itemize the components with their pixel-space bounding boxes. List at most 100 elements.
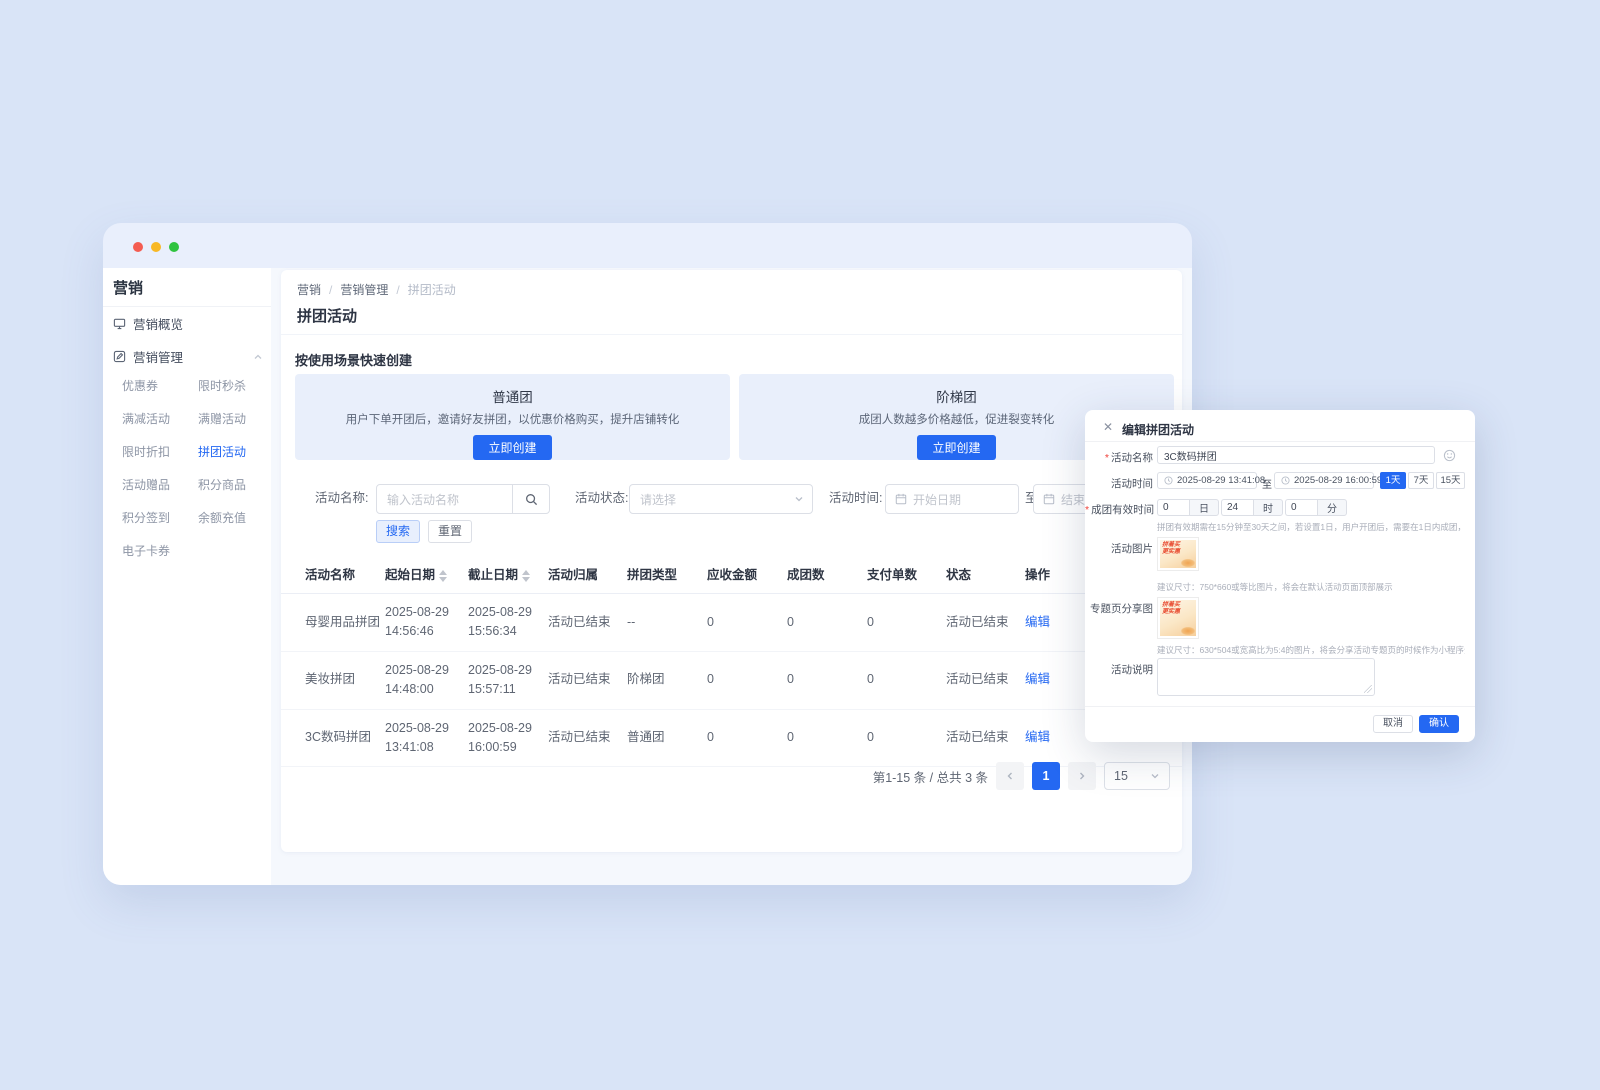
sidebar-item-coupon[interactable]: 优惠券	[122, 379, 159, 393]
next-page-button[interactable]	[1068, 762, 1096, 790]
close-icon[interactable]: ✕	[1103, 420, 1114, 434]
quick-day-1-button[interactable]: 1天	[1380, 472, 1406, 489]
col-status: 状态	[946, 554, 1025, 594]
page-title: 拼团活动	[297, 308, 358, 325]
col-amount: 应收金额	[707, 554, 787, 594]
quick-day-15-button[interactable]: 15天	[1436, 472, 1465, 489]
edit-link[interactable]: 编辑	[1025, 614, 1051, 629]
valid-days-input[interactable]	[1157, 499, 1189, 516]
promo-image: 拼着买 更实惠	[1160, 600, 1196, 636]
modal-title: 编辑拼团活动	[1122, 423, 1195, 437]
activity-image-hint: 建议尺寸：750*660或等比图片，将会在默认活动页面顶部展示	[1157, 582, 1393, 592]
card-title: 阶梯团	[936, 390, 977, 405]
edit-group-buy-modal: ✕ 编辑拼团活动 *活动名称 活动时间 2025-08-29 13:41:08 …	[1085, 410, 1475, 742]
cell-name: 3C数码拼团	[281, 709, 385, 768]
sidebar-item-points-goods[interactable]: 积分商品	[198, 478, 247, 492]
activity-name-field[interactable]	[1157, 446, 1435, 464]
window-minimize-button[interactable]	[151, 242, 161, 252]
cell-groups: 0	[787, 651, 867, 710]
pagination: 第1-15 条 / 总共 3 条 1 15	[873, 762, 1170, 790]
sort-icon[interactable]	[522, 569, 531, 582]
content-area: 营销 / 营销管理 / 拼团活动 拼团活动 按使用场景快速创建 普通团 用户下单…	[271, 268, 1192, 885]
chevron-up-icon[interactable]	[253, 352, 263, 362]
cell-start: 2025-08-29 14:48:00	[385, 651, 468, 710]
cell-start: 2025-08-29 14:56:46	[385, 593, 468, 652]
edit-link[interactable]: 编辑	[1025, 672, 1051, 687]
sidebar-submenu: 优惠券 限时秒杀 满减活动 满赠活动 限时折扣 拼团活动 活动赠品 积分商品 积…	[122, 370, 274, 568]
sidebar-item-group-buy[interactable]: 拼团活动	[198, 445, 247, 459]
share-image-thumbnail[interactable]: 拼着买 更实惠	[1157, 597, 1199, 639]
sidebar-item-points-checkin[interactable]: 积分签到	[122, 511, 171, 525]
divider	[103, 306, 271, 307]
window-close-button[interactable]	[133, 242, 143, 252]
breadcrumb-item[interactable]: 营销管理	[340, 283, 389, 297]
table-row: 3C数码拼团 2025-08-29 13:41:08 2025-08-29 16:0…	[281, 709, 1182, 768]
sidebar-item-activity-gifts[interactable]: 活动赠品	[122, 478, 171, 492]
sidebar-item-gift-activity[interactable]: 满赠活动	[198, 412, 247, 426]
end-datetime-input[interactable]: 2025-08-29 16:00:59	[1274, 472, 1382, 489]
cell-orders: 0	[867, 651, 946, 710]
quick-day-7-button[interactable]: 7天	[1408, 472, 1434, 489]
monitor-icon	[113, 318, 126, 330]
chevron-down-icon	[1151, 774, 1159, 779]
sidebar-title: 营销	[113, 280, 144, 297]
col-end-date[interactable]: 截止日期	[468, 554, 548, 594]
calendar-icon	[895, 493, 907, 505]
col-groups: 成团数	[787, 554, 867, 594]
page-size-select[interactable]: 15	[1104, 762, 1170, 790]
sidebar-item-time-discount[interactable]: 限时折扣	[122, 445, 171, 459]
sort-icon[interactable]	[439, 569, 448, 582]
cell-orders: 0	[867, 709, 946, 768]
cancel-button[interactable]: 取消	[1373, 715, 1413, 733]
col-start-date[interactable]: 起始日期	[385, 554, 468, 594]
cell-groups: 0	[787, 593, 867, 652]
valid-duration-label: * 成团有效时间	[1085, 504, 1155, 516]
valid-minutes-input[interactable]	[1285, 499, 1317, 516]
activity-image-thumbnail[interactable]: 拼着买 更实惠	[1157, 537, 1199, 571]
search-addon[interactable]	[512, 485, 549, 513]
breadcrumb-item[interactable]: 营销	[297, 283, 322, 297]
table-row: 母婴用品拼团 2025-08-29 14:56:46 2025-08-29 15:5…	[281, 593, 1182, 652]
sidebar-item-balance-recharge[interactable]: 余额充值	[198, 511, 247, 525]
search-button[interactable]: 搜索	[376, 520, 420, 543]
quick-create-section-title: 按使用场景快速创建	[295, 353, 413, 368]
sidebar-item-manage[interactable]: 营销管理	[113, 347, 263, 366]
required-asterisk: *	[1085, 504, 1090, 516]
breadcrumb: 营销 / 营销管理 / 拼团活动	[297, 281, 456, 298]
start-datetime-input[interactable]: 2025-08-29 13:41:08	[1157, 472, 1265, 489]
reset-button[interactable]: 重置	[428, 520, 472, 543]
current-page-button[interactable]: 1	[1032, 762, 1060, 790]
cell-end: 2025-08-29 15:56:34	[468, 593, 548, 652]
create-now-button[interactable]: 立即创建	[473, 435, 552, 460]
cell-type: 普通团	[627, 709, 707, 768]
datetime-value: 2025-08-29 13:41:08	[1177, 475, 1266, 486]
pagination-summary: 第1-15 条 / 总共 3 条	[872, 770, 988, 785]
col-orders: 支付单数	[867, 554, 946, 594]
activity-name-input[interactable]	[1158, 449, 1434, 461]
activity-status-select[interactable]: 请选择	[629, 484, 813, 514]
confirm-button[interactable]: 确认	[1419, 715, 1459, 733]
edit-square-icon	[113, 350, 126, 363]
divider	[281, 334, 1182, 335]
create-now-button[interactable]: 立即创建	[917, 435, 996, 460]
main-panel: 营销 / 营销管理 / 拼团活动 拼团活动 按使用场景快速创建 普通团 用户下单…	[281, 270, 1182, 852]
emoji-icon[interactable]	[1443, 449, 1456, 462]
activity-name-input[interactable]: 输入活动名称	[376, 484, 550, 514]
activity-time-label: 活动时间:	[829, 491, 883, 505]
start-date-input[interactable]: 开始日期	[885, 484, 1019, 514]
breadcrumb-current: 拼团活动	[407, 283, 456, 297]
search-icon	[525, 493, 537, 505]
edit-link[interactable]: 编辑	[1025, 730, 1051, 745]
sidebar-item-discount-activity[interactable]: 满减活动	[122, 412, 171, 426]
window-zoom-button[interactable]	[169, 242, 179, 252]
sidebar-item-overview[interactable]: 营销概览	[113, 314, 263, 333]
promo-image: 拼着买 更实惠	[1160, 540, 1196, 568]
sidebar-item-flash-sale[interactable]: 限时秒杀	[198, 379, 247, 393]
sidebar-item-e-card[interactable]: 电子卡券	[122, 544, 171, 558]
valid-hours-input[interactable]	[1221, 499, 1253, 516]
prev-page-button[interactable]	[996, 762, 1024, 790]
activity-image-label: 活动图片	[1111, 543, 1153, 555]
cell-status: 活动已结束	[946, 709, 1025, 768]
cell-status: 活动已结束	[946, 593, 1025, 652]
activity-description-textarea[interactable]	[1157, 658, 1375, 696]
